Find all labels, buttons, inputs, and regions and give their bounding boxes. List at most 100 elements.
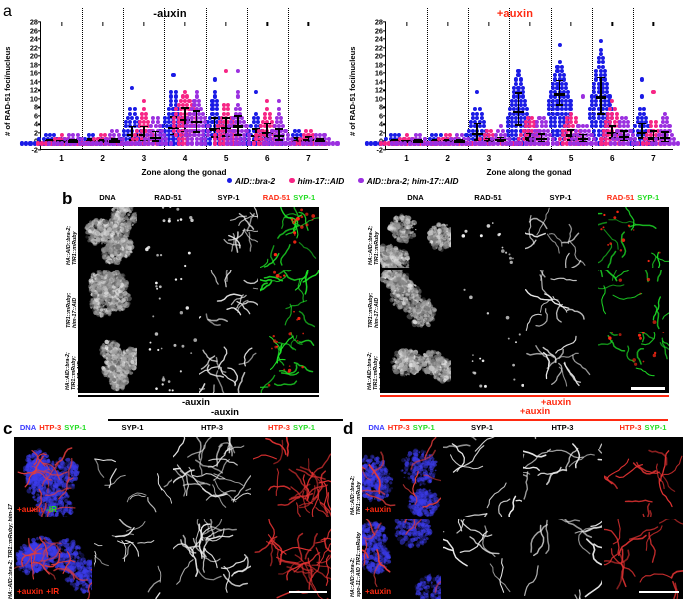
data-point xyxy=(653,124,658,129)
data-point xyxy=(128,120,133,125)
y-axis-tick-mark xyxy=(382,72,386,74)
data-point xyxy=(129,141,134,146)
data-point xyxy=(172,124,177,129)
data-point xyxy=(107,137,113,142)
data-point xyxy=(413,137,419,142)
error-bar-cap xyxy=(222,117,230,119)
in-image-label-part: +auxin xyxy=(365,505,392,514)
chart-title: -auxin xyxy=(153,8,187,20)
data-point xyxy=(560,141,565,146)
error-bar-line xyxy=(558,80,561,106)
data-point xyxy=(561,115,566,120)
data-point xyxy=(600,81,605,86)
median-marker xyxy=(536,137,547,140)
data-point xyxy=(610,115,615,120)
data-point xyxy=(224,137,229,142)
data-point xyxy=(580,141,585,146)
data-point xyxy=(512,107,517,112)
data-point xyxy=(548,94,553,99)
micrograph-cell xyxy=(603,437,683,517)
micrograph-cell xyxy=(252,437,331,517)
panel-c-grid xyxy=(14,437,331,599)
data-point xyxy=(594,120,599,125)
data-point xyxy=(167,128,172,133)
data-point xyxy=(518,77,523,82)
error-bar-cap xyxy=(293,137,301,139)
data-point xyxy=(242,132,247,138)
data-point xyxy=(99,141,104,146)
data-point xyxy=(62,137,67,142)
data-point xyxy=(561,120,566,125)
data-point xyxy=(667,141,672,146)
data-point xyxy=(253,124,258,129)
error-bar-cap xyxy=(473,139,482,142)
error-bar-line xyxy=(652,130,655,142)
data-point xyxy=(125,141,130,146)
data-point xyxy=(388,137,393,142)
data-point xyxy=(68,141,74,146)
data-point xyxy=(516,73,521,78)
data-point xyxy=(318,132,323,138)
data-point xyxy=(221,120,227,125)
data-point xyxy=(564,85,569,91)
median-marker xyxy=(495,139,506,142)
data-point xyxy=(190,115,195,120)
micrograph-cell xyxy=(259,332,319,393)
data-point xyxy=(603,124,608,129)
data-point xyxy=(272,124,277,129)
data-point xyxy=(639,115,644,120)
error-bar-cap xyxy=(391,139,399,142)
data-point xyxy=(644,120,649,125)
data-point xyxy=(596,128,601,133)
data-point xyxy=(509,103,514,108)
data-point xyxy=(169,94,174,99)
panel-c-letter: c xyxy=(3,419,13,438)
data-point xyxy=(658,128,663,133)
micrograph-cell xyxy=(138,269,198,331)
data-point xyxy=(521,137,526,142)
data-point xyxy=(468,132,473,138)
data-point xyxy=(19,141,24,146)
data-point xyxy=(146,120,151,125)
data-point xyxy=(322,132,327,138)
column-header-part: DNA xyxy=(19,423,37,432)
data-point xyxy=(189,103,194,108)
y-axis-tick-label: 2 xyxy=(33,128,38,138)
data-point xyxy=(481,120,486,125)
x-axis-tick-label: 4 xyxy=(527,154,533,163)
data-point xyxy=(520,85,525,91)
data-point xyxy=(167,137,172,142)
y-axis-tick-label: 6 xyxy=(33,111,38,121)
data-point xyxy=(557,77,562,82)
data-point xyxy=(144,128,149,133)
data-point xyxy=(201,132,206,138)
data-point xyxy=(509,115,514,120)
data-point xyxy=(523,132,528,138)
data-point xyxy=(174,132,179,138)
data-point xyxy=(75,137,80,142)
data-point xyxy=(479,111,484,116)
data-point xyxy=(599,141,604,146)
data-point xyxy=(71,132,76,138)
data-point xyxy=(543,132,549,138)
panel-b-letter: b xyxy=(62,189,73,208)
data-point xyxy=(276,111,281,116)
column-header: RAD-51 SYP-1 xyxy=(607,193,659,202)
data-point xyxy=(249,124,254,129)
data-point xyxy=(557,115,562,120)
data-point xyxy=(276,124,281,129)
x-axis-tick-mark xyxy=(60,22,63,26)
data-point xyxy=(196,128,201,133)
data-point xyxy=(155,120,160,125)
data-point xyxy=(212,77,217,82)
data-point xyxy=(185,94,190,99)
data-point xyxy=(594,68,599,74)
data-point xyxy=(139,111,144,116)
data-point xyxy=(663,111,668,116)
data-point xyxy=(290,132,295,138)
x-axis-tick-label: 2 xyxy=(100,154,105,163)
data-point xyxy=(546,107,551,112)
data-point xyxy=(398,137,403,142)
y-axis-tick-mark xyxy=(382,115,386,117)
data-point xyxy=(406,137,411,142)
